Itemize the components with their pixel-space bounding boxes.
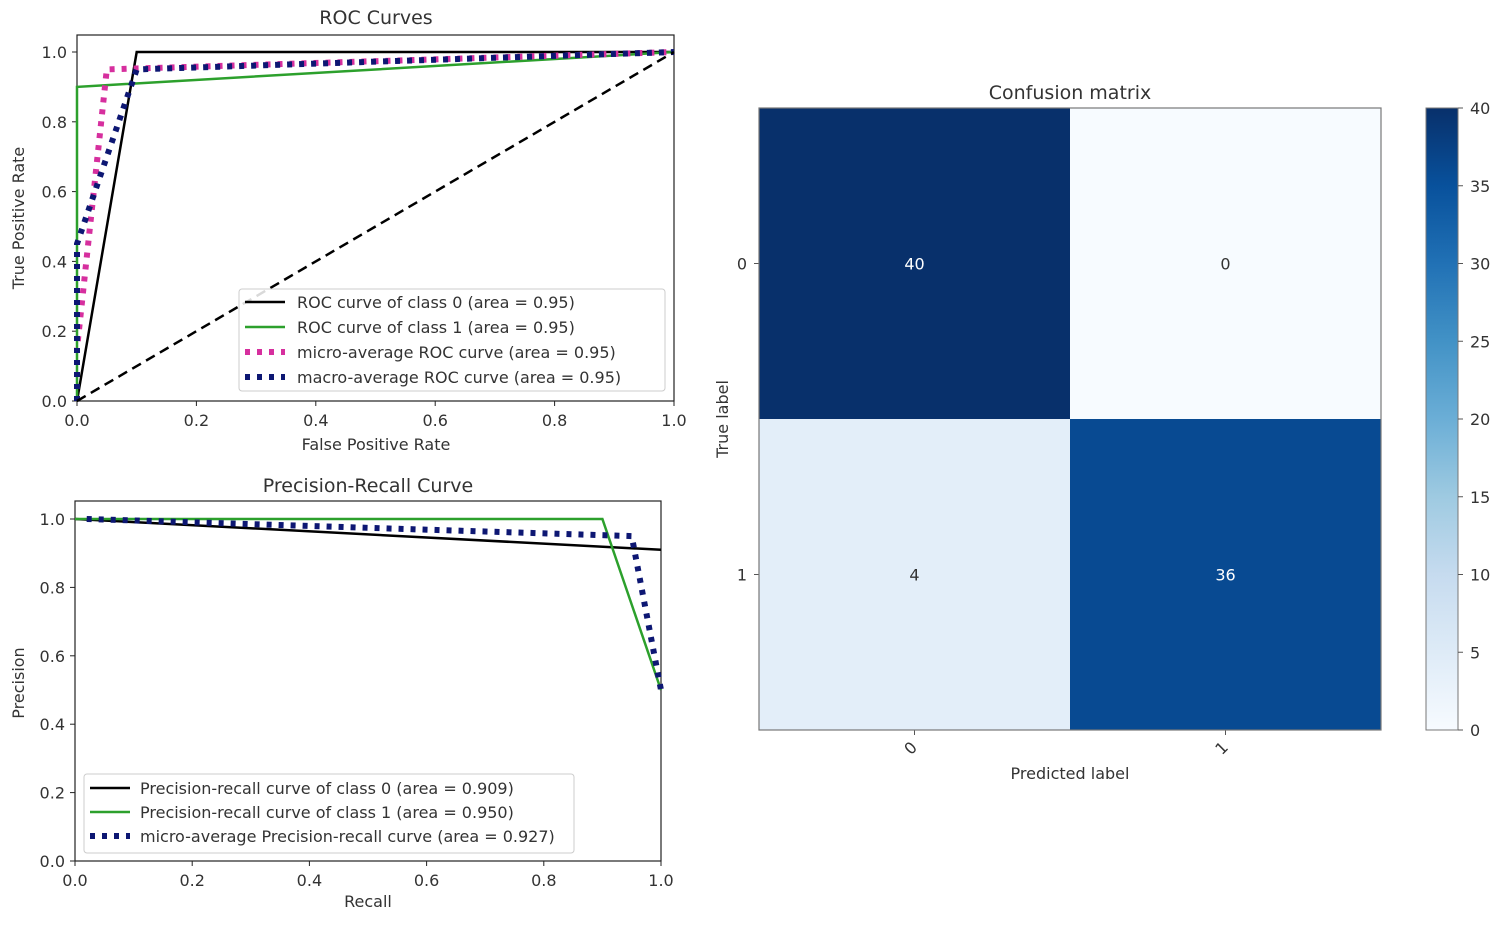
roc-y-axis-label: True Positive Rate [9,147,28,291]
roc-x-tick-label: 0.6 [422,411,447,430]
pr-y-tick-label: 0.2 [40,784,65,803]
roc-series-line-0 [75,50,674,402]
roc-x-tick-label: 1.0 [661,411,686,430]
roc-legend-label-2: micro-average ROC curve (area = 0.95) [297,343,616,362]
cm-title: Confusion matrix [989,82,1151,104]
cm-cell [1070,419,1381,730]
roc-x-tick-label: 0.0 [64,411,89,430]
cm-matrix-frame [758,107,1382,731]
cm-cell-value: 4 [909,566,919,585]
pr-legend-box [83,773,575,854]
cm-colorbar-tick-label: 40 [1470,99,1490,118]
pr-legend: Precision-recall curve of class 0 (area … [83,773,575,854]
cm-colorbar-tick-label: 25 [1470,332,1490,351]
pr-legend-label-0: Precision-recall curve of class 0 (area … [140,779,514,798]
roc-legend-box [238,288,666,392]
roc-x-tick-label: 0.8 [542,411,567,430]
roc-y-tick-label: 0.4 [42,252,67,271]
roc-y-tick-label: 0.8 [42,113,67,132]
cm-cell [1070,108,1381,419]
pr-legend-label-2: micro-average Precision-recall curve (ar… [140,827,555,846]
roc-y-tick-label: 1.0 [42,43,67,62]
cm-colorbar-tick-label: 10 [1470,566,1490,585]
pr-x-tick-label: 0.8 [531,871,556,890]
pr-plot-area [74,500,662,862]
cm-x-tick-label: 1 [1211,738,1232,759]
roc-series-line-1 [75,50,675,401]
roc-x-axis-label: False Positive Rate [302,435,451,454]
cm-cell [759,108,1070,419]
pr-y-tick-label: 0.8 [40,578,65,597]
roc-y-tick-label: 0.6 [42,183,67,202]
pr-x-tick-label: 1.0 [648,871,673,890]
cm-colorbar [1425,107,1459,731]
cm-cell-value: 36 [1215,566,1235,585]
pr-x-tick-label: 0.0 [62,871,87,890]
cm-colorbar-tick-label: 35 [1470,177,1490,196]
confusion-matrix-chart: Confusion matrix 40 04 360 101 Predicted la… [713,82,1490,783]
pr-series-line-1 [75,517,663,691]
pr-y-tick-label: 0.6 [40,647,65,666]
cm-colorbar-tick-label: 5 [1470,643,1480,662]
cm-cell-value: 0 [1220,255,1230,274]
roc-x-tick-label: 0.4 [303,411,328,430]
pr-series-line-2 [86,516,664,691]
cm-x-tick-label: 0 [900,738,921,759]
roc-legend-label-1: ROC curve of class 1 (area = 0.95) [297,318,575,337]
pr-y-tick-label: 0.0 [40,852,65,871]
pr-title: Precision-Recall Curve [263,475,473,497]
cm-x-axis-label: Predicted label [1011,764,1130,783]
cm-y-tick-label: 0 [737,255,747,274]
roc-title: ROC Curves [319,7,432,29]
roc-x-tick-label: 0.2 [184,411,209,430]
pr-x-axis-label: Recall [344,892,392,911]
roc-legend-label-0: ROC curve of class 0 (area = 0.95) [297,293,575,312]
pr-y-tick-label: 1.0 [40,510,65,529]
cm-y-tick-label: 1 [737,566,747,585]
pr-x-tick-label: 0.4 [297,871,322,890]
roc-legend: ROC curve of class 0 (area = 0.95) ROC c… [238,288,666,392]
cm-colorbar-tick-label: 30 [1470,255,1490,274]
cm-cell [759,419,1070,730]
roc-chart: ROC Curves 0.0 0.2 0.4 0.6 0.8 1.0 0.0 0.2 0.4 0.… [9,7,687,454]
cm-cell-value: 40 [904,255,924,274]
precision-recall-chart: Precision-Recall Curve 0.0 0.2 0.4 0.6 0.8 1.… [9,475,674,911]
roc-y-tick-label: 0.0 [42,392,67,411]
pr-legend-label-1: Precision-recall curve of class 1 (area … [140,803,514,822]
roc-series-line-4 [76,50,675,403]
pr-x-tick-label: 0.2 [179,871,204,890]
cm-colorbar-tick-label: 20 [1470,410,1490,429]
pr-y-tick-label: 0.4 [40,715,65,734]
pr-y-axis-label: Precision [9,647,28,718]
cm-colorbar-tick-label: 15 [1470,488,1490,507]
cm-colorbar-tick-label: 0 [1470,721,1480,740]
cm-y-axis-label: True label [713,380,732,459]
roc-y-tick-label: 0.2 [42,322,67,341]
pr-x-tick-label: 0.6 [414,871,439,890]
roc-legend-label-3: macro-average ROC curve (area = 0.95) [297,368,621,387]
